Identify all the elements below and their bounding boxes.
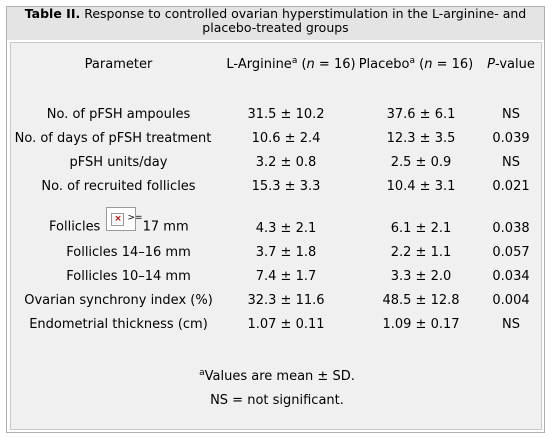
- row-larginine: 7.4 ± 1.7: [255, 269, 317, 284]
- row-pvalue: NS: [502, 155, 520, 170]
- row-param-follicles-17: Follicles × >= 17 mm: [49, 207, 229, 235]
- header-parameter: Parameter: [84, 57, 153, 72]
- row-pvalue: 0.021: [492, 179, 530, 194]
- footnote-a: aValues are mean ± SD.: [11, 368, 543, 385]
- row-larginine: 3.2 ± 0.8: [255, 155, 317, 170]
- header-placebo-label: Placebo: [358, 57, 410, 72]
- broken-image-icon: × >=: [106, 207, 143, 231]
- caption-label: Table II.: [24, 6, 81, 21]
- broken-image-alt-text: >=: [127, 213, 143, 223]
- header-larginine: L-Argininea (n = 16): [216, 57, 366, 73]
- row-placebo: 48.5 ± 12.8: [382, 293, 460, 308]
- row-param: pFSH units/day: [69, 155, 168, 170]
- row-larginine: 32.3 ± 11.6: [247, 293, 325, 308]
- row-pvalue: NS: [502, 107, 520, 122]
- header-larginine-sup: a: [291, 56, 298, 66]
- header-placebo-sup: a: [409, 56, 416, 66]
- row-param: No. of days of pFSH treatment: [14, 131, 212, 146]
- row-placebo: 10.4 ± 3.1: [386, 179, 456, 194]
- table-caption: Table II. Response to controlled ovarian…: [7, 7, 544, 40]
- row-param: Follicles 14–16 mm: [66, 245, 191, 260]
- footnote-a-sup: a: [199, 368, 205, 378]
- image-missing-x-icon: ×: [111, 213, 125, 226]
- header-p-rest: -value: [494, 57, 535, 72]
- footnote-a-text: Values are mean ± SD.: [204, 369, 355, 384]
- row-param: No. of recruited follicles: [41, 179, 196, 194]
- header-p: P: [487, 57, 495, 72]
- row-placebo: 2.5 ± 0.9: [390, 155, 452, 170]
- row-param: Ovarian synchrony index (%): [24, 293, 213, 308]
- footnote-ns: NS = not significant.: [210, 393, 344, 408]
- row-pvalue: 0.039: [492, 131, 530, 146]
- row-param: Endometrial thickness (cm): [29, 317, 208, 332]
- row-param-pre: Follicles: [49, 219, 105, 235]
- row-placebo: 12.3 ± 3.5: [386, 131, 456, 146]
- row-larginine: 3.7 ± 1.8: [255, 245, 317, 260]
- header-larginine-n: n: [306, 57, 315, 72]
- row-param: No. of pFSH ampoules: [46, 107, 191, 122]
- row-placebo: 6.1 ± 2.1: [390, 221, 452, 236]
- header-placebo: Placeboa (n = 16): [341, 57, 491, 73]
- row-placebo: 2.2 ± 1.1: [390, 245, 452, 260]
- row-larginine: 15.3 ± 3.3: [251, 179, 321, 194]
- row-placebo: 1.09 ± 0.17: [382, 317, 460, 332]
- header-larginine-n-close: = 16): [314, 57, 356, 72]
- header-placebo-n-close: = 16): [432, 57, 474, 72]
- row-pvalue: 0.004: [492, 293, 530, 308]
- row-pvalue: 0.057: [492, 245, 530, 260]
- header-larginine-label: L-Arginine: [226, 57, 292, 72]
- header-pvalue: P-value: [481, 57, 541, 73]
- caption-text: Response to controlled ovarian hyperstim…: [80, 6, 527, 35]
- row-placebo: 3.3 ± 2.0: [390, 269, 452, 284]
- row-param-post: 17 mm: [138, 219, 189, 235]
- row-pvalue: 0.034: [492, 269, 530, 284]
- table-frame: [6, 6, 545, 433]
- row-param: Follicles 10–14 mm: [66, 269, 191, 284]
- row-placebo: 37.6 ± 6.1: [386, 107, 456, 122]
- row-larginine: 4.3 ± 2.1: [255, 221, 317, 236]
- row-pvalue: 0.038: [492, 221, 530, 236]
- header-placebo-n: n: [424, 57, 433, 72]
- row-larginine: 10.6 ± 2.4: [251, 131, 321, 146]
- header-larginine-n-open: (: [297, 57, 307, 72]
- row-larginine: 31.5 ± 10.2: [247, 107, 325, 122]
- row-larginine: 1.07 ± 0.11: [247, 317, 325, 332]
- table-body: Parameter L-Argininea (n = 16) Placeboa …: [10, 42, 542, 430]
- row-pvalue: NS: [502, 317, 520, 332]
- header-placebo-n-open: (: [415, 57, 425, 72]
